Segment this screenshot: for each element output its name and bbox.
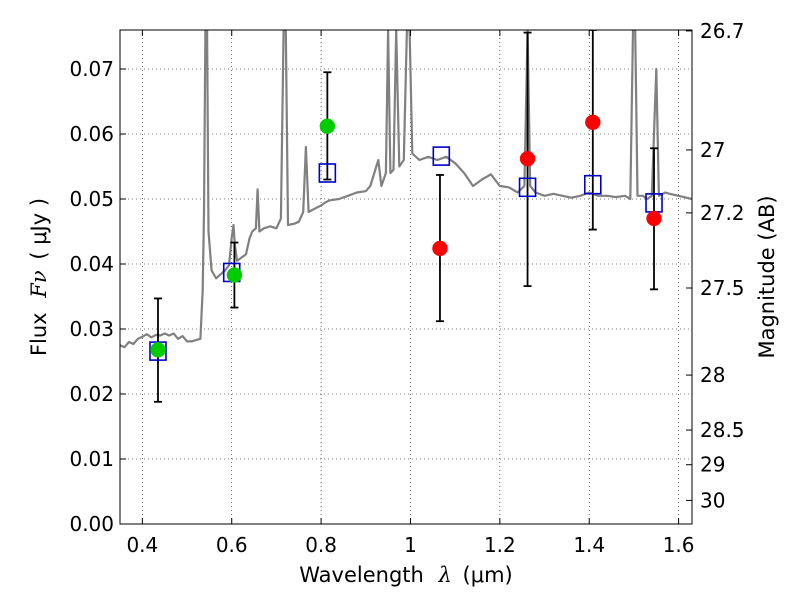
y-tick-label: 0.03 (69, 317, 114, 341)
y-tick-label: 0.06 (69, 122, 114, 146)
x-tick-label: 1.4 (573, 533, 605, 557)
model-square-marker (583, 174, 602, 195)
spectrum-line (120, 30, 692, 349)
green-data-point (226, 267, 243, 283)
model-square-marker (432, 146, 451, 166)
model-square-marker (318, 163, 337, 183)
y2-axis-label: Magnitude (AB) (755, 195, 779, 358)
y2-tick-label: 28.5 (700, 418, 745, 442)
y2-tick-label: 27 (700, 138, 725, 162)
y-tick-label: 0.04 (69, 252, 114, 276)
y2-tick-label: 29 (700, 453, 725, 477)
x-tick-label: 0.8 (305, 533, 337, 557)
y2-tick-label: 26.7 (700, 19, 745, 43)
y-tick-label: 0.07 (69, 57, 114, 81)
y2-tick-label: 27.5 (700, 276, 745, 300)
x-axis-label: Wavelength λ (μm) (299, 563, 512, 587)
red-data-point (646, 210, 662, 227)
x-tick-label: 0.4 (126, 533, 158, 557)
axes: 0.4 0.6 0.8 1 1.2 1.4 1.6 0.00 0.01 0.02 0.03 0.04 0… (69, 19, 744, 557)
x-tick-label: 1.2 (484, 533, 516, 557)
x-tick-label: 0.6 (216, 533, 248, 557)
red-data-point (432, 240, 448, 257)
y-tick-label: 0.05 (69, 187, 114, 211)
red-data-point (585, 114, 601, 131)
y-axis-label: Flux Fν ( μJy ) (27, 198, 51, 356)
y2-tick-label: 28 (700, 363, 725, 387)
green-data-point (150, 342, 166, 358)
plot-area (120, 30, 692, 403)
y-tick-label: 0.02 (69, 382, 114, 406)
x-tick-label: 1.6 (663, 533, 695, 557)
x-tick-label: 1 (404, 533, 417, 557)
y-tick-label: 0.01 (69, 447, 114, 471)
y-tick-label: 0.00 (69, 512, 114, 536)
y2-tick-label: 30 (700, 488, 725, 512)
green-data-point (319, 118, 336, 134)
plot-frame (119, 29, 693, 525)
red-data-point (519, 150, 536, 167)
model-square-marker (518, 177, 537, 198)
y2-tick-label: 27.2 (700, 201, 745, 225)
